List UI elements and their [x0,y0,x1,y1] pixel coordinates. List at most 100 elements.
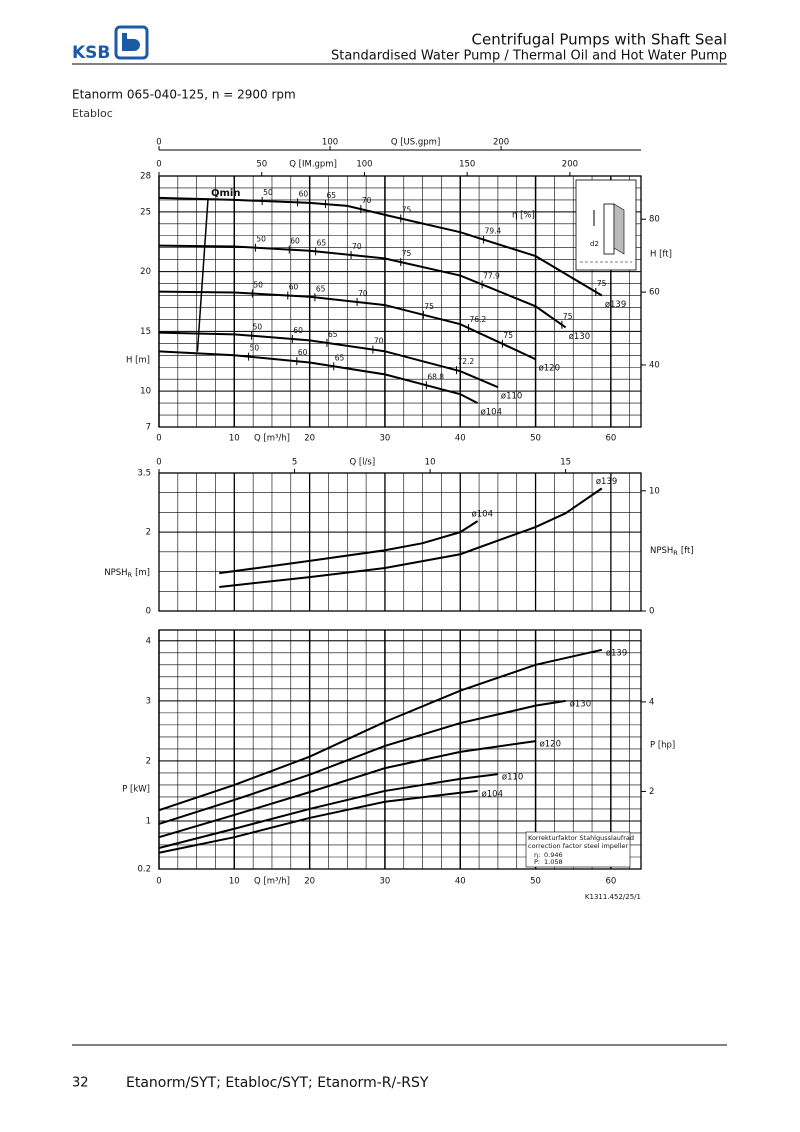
y-tick-label: 10 [140,387,151,397]
curve-label: ø120 [539,364,560,374]
x-tick-label: 60 [605,434,616,444]
y2-axis-label: NPSHR [ft] [650,546,694,558]
curve [158,699,566,825]
note-value: 1.058 [544,858,563,866]
page-title: Centrifugal Pumps with Shaft Seal [472,31,727,49]
y2-axis-label: H [ft] [650,250,672,260]
x-tick-label: 30 [380,877,391,887]
efficiency-label: 50 [256,235,266,244]
efficiency-label: 75 [424,302,434,311]
y2-tick-label: 60 [649,288,660,298]
curve [158,196,603,297]
y-axis-label-main: NPSH [104,568,127,578]
note-title: Korrekturfaktor Stahlgusslaufrad [528,834,634,842]
y-axis-label-sub: R [128,571,133,579]
qmin-label: Qmin [211,188,240,199]
efficiency-label: 75 [503,331,513,340]
efficiency-label: 60 [298,348,308,357]
efficiency-label: 76.2 [470,315,487,324]
logo-mark [122,33,140,51]
inset-label: d2 [590,240,599,248]
x-axis-label: Q [m³/h] [254,434,290,444]
x-tick-label: 10 [229,877,240,887]
curve-label: ø110 [502,773,523,783]
x-tick-label: 50 [530,877,541,887]
efficiency-label: 50 [253,281,263,290]
inset-hatch [613,203,625,255]
curve [219,487,603,588]
logo-frame [114,25,149,60]
efficiency-label: 77.9 [483,271,500,280]
y2-axis-label: P [hp] [650,741,675,751]
x-tick-label: 20 [304,877,315,887]
curve [158,331,499,389]
y-axis-label: NPSHR [m] [104,568,150,580]
y-tick-label: 4 [146,636,151,646]
plot-frame [158,472,642,612]
plot-frame [158,175,642,428]
top-axis-label: Q [l/s] [349,458,375,468]
efficiency-axis-label: η [%] [512,211,535,221]
efficiency-label: 70 [352,242,362,251]
efficiency-label: 72.2 [457,357,474,366]
x-tick-label: 60 [605,877,616,887]
curve-label: ø139 [605,300,626,310]
efficiency-label: 65 [328,330,338,339]
y2-tick-label: 4 [649,697,654,707]
y-axis-label: P [kW] [122,785,150,795]
efficiency-label: 60 [289,283,299,292]
y-tick-label: 25 [140,207,151,217]
y-axis-label-unit: [m] [135,568,150,578]
y-tick-label: 0.2 [137,865,151,875]
top-axis-tick-label: 150 [459,160,475,170]
curve [219,520,479,575]
x-tick-label: 20 [304,434,315,444]
figure-code: K1311.452/25/1 [585,893,641,901]
x-tick-label: 40 [455,877,466,887]
y2-tick-label: 2 [649,787,654,797]
x-tick-label: 10 [229,434,240,444]
top-axis-tick-label: 5 [292,458,297,468]
efficiency-label: 65 [317,238,327,247]
efficiency-label: 75 [563,312,573,321]
efficiency-label: 79.4 [485,227,502,236]
y-tick-label: 3 [146,696,151,706]
curve-label: ø104 [472,510,493,520]
efficiency-label: 70 [362,196,372,205]
x-axis-label: Q [m³/h] [254,877,290,887]
efficiency-label: 50 [250,344,260,353]
efficiency-label: 50 [253,323,263,332]
y2-axis-label-main: NPSH [650,546,673,556]
y-tick-label: 15 [140,327,151,337]
efficiency-label: 65 [335,353,345,362]
y2-axis-label-sub: R [673,549,678,557]
note-symbol: P: [534,858,540,866]
top-axis-tick-label: 15 [560,458,571,468]
curve [158,290,536,361]
efficiency-label: 50 [263,188,273,197]
x-tick-label: 50 [530,434,541,444]
curve [158,773,499,849]
note-value: 0.946 [544,851,563,859]
curve [158,648,603,812]
top-axis-label: Q [US.gpm] [391,138,440,148]
top-axis-tick-label: 200 [562,160,578,170]
efficiency-label: 68.8 [427,372,444,381]
top-axis-tick-label: 100 [322,138,338,148]
y-tick-label: 3.5 [137,469,151,479]
efficiency-label: 70 [358,289,368,298]
plot-area [159,176,641,427]
note-title: correction factor steel impeller [528,842,629,850]
note-box [525,831,631,868]
x-tick-label: 0 [156,434,161,444]
y-tick-label: 20 [140,267,151,277]
top-axis-tick-label: 0 [156,138,161,148]
top-axis-tick-label: 200 [493,138,509,148]
y-tick-label: 7 [146,423,151,433]
plot-area [159,630,641,869]
product-variant: Etabloc [72,107,113,120]
qmin-line [196,199,209,352]
curve-label: ø139 [606,648,627,658]
curve-label: ø110 [501,392,522,402]
efficiency-label: 75 [597,279,607,288]
